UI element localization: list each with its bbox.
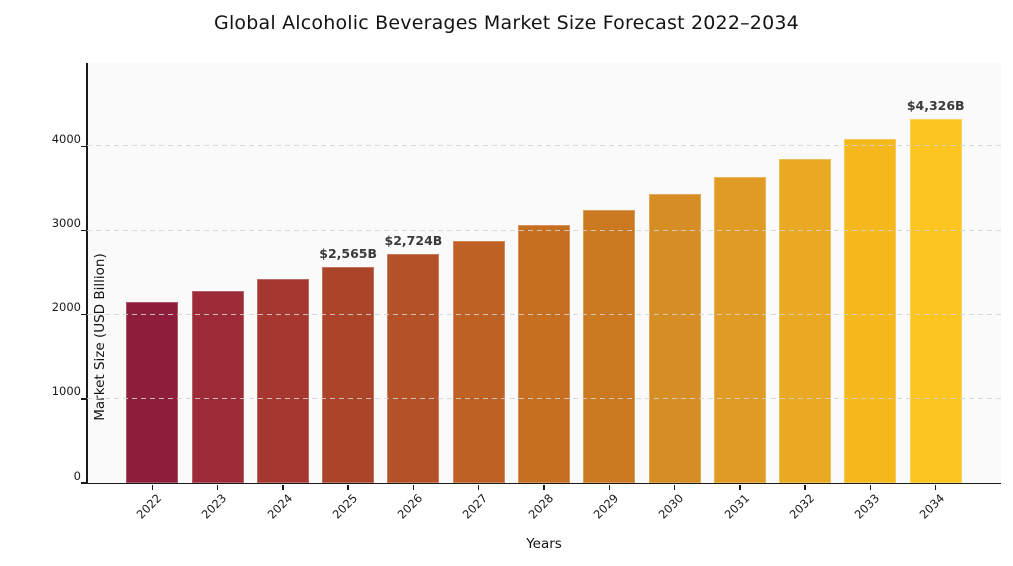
y-tick [81, 145, 86, 148]
x-tick [673, 485, 676, 490]
bar-2033 [844, 139, 897, 483]
y-tick [81, 482, 86, 484]
y-tick [81, 229, 86, 232]
x-axis-label: Years [526, 536, 562, 552]
bar-2022 [126, 302, 179, 483]
y-tick-label: 3000 [51, 216, 81, 230]
bar-2023 [191, 291, 244, 483]
bar-2032 [779, 158, 832, 483]
y-tick-label: 4000 [51, 131, 81, 146]
bar-2028 [518, 225, 570, 483]
y-axis-label: Market Size (USD Billion) [92, 253, 108, 421]
bar-2029 [583, 210, 636, 483]
x-tick [151, 485, 154, 490]
x-tick [412, 485, 415, 490]
x-tick [739, 485, 741, 490]
x-tick [543, 485, 545, 490]
x-tick [869, 485, 872, 490]
x-tick [804, 485, 806, 490]
y-tick [81, 313, 86, 316]
x-tick [934, 485, 937, 490]
bar-2026 [387, 253, 440, 483]
y-tick-label: 1000 [51, 384, 81, 399]
plot-area: Market Size (USD Billion) 2022 2023 2024 20… [52, 63, 1001, 522]
bar-2025 [322, 267, 375, 483]
x-axis-spine [86, 482, 1001, 484]
bar-2031 [713, 176, 766, 483]
bar-2024 [256, 279, 309, 483]
bar-2027 [452, 240, 505, 483]
y-axis-spine [86, 63, 88, 483]
bar-annotation-2025: $2,565B [319, 246, 378, 262]
x-tick [282, 485, 284, 490]
bar-annotation-2026: $2,724B [384, 232, 443, 248]
x-tick [477, 485, 480, 490]
y-tick [81, 398, 86, 400]
y-tick-label: 2000 [51, 300, 81, 315]
bar-2034 [909, 118, 962, 483]
bar-2030 [648, 194, 701, 483]
x-tick [608, 485, 611, 490]
x-tick [347, 485, 349, 490]
chart-title: Global Alcoholic Beverages Market Size F… [214, 12, 799, 34]
y-tick-label: 0 [73, 468, 81, 483]
bar-annotation-2034: $4,326B [906, 97, 965, 113]
x-tick [216, 485, 219, 490]
